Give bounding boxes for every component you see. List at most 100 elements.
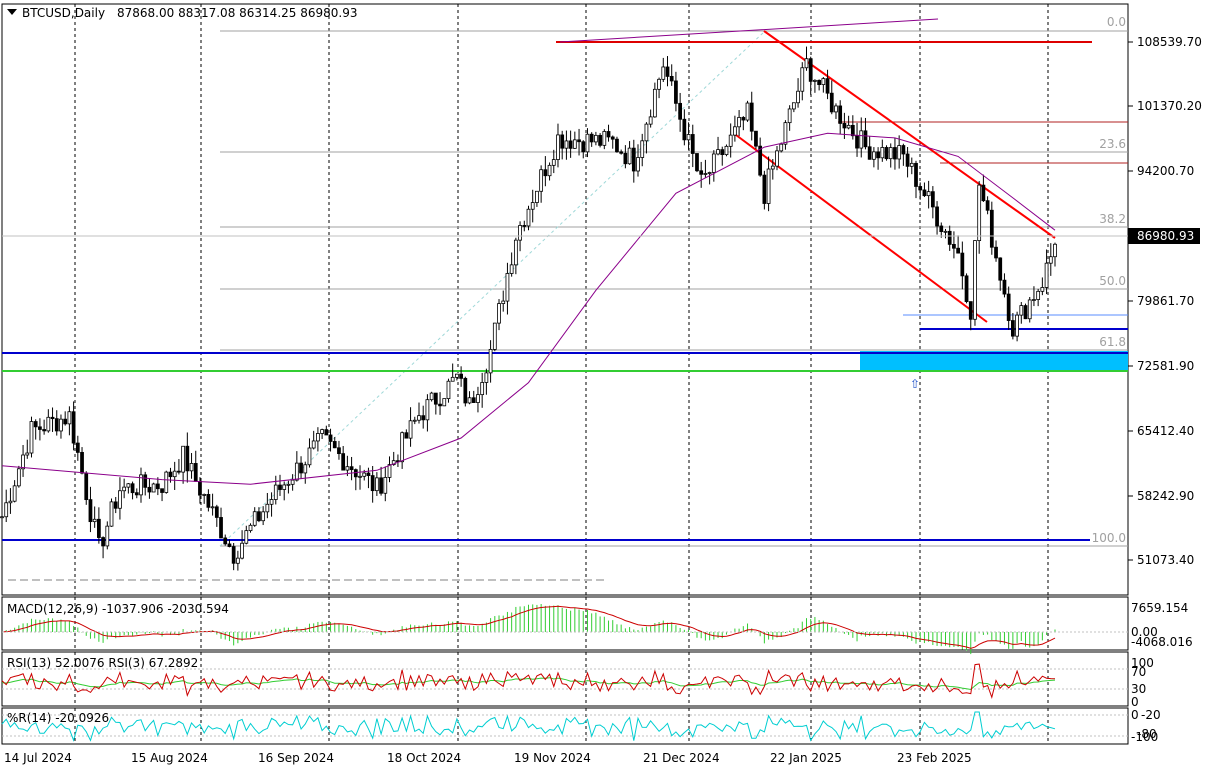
- candle-body: [160, 488, 164, 493]
- fib-label-100: 100.0: [1092, 531, 1126, 545]
- candle-body: [918, 186, 923, 191]
- candle-body: [492, 322, 497, 350]
- fib-label-23-6: 23.6: [1099, 137, 1126, 151]
- price-tick: 58242.90: [1137, 489, 1194, 503]
- candle-body: [1044, 262, 1049, 288]
- candle-body: [787, 108, 792, 124]
- candle-body: [543, 169, 548, 177]
- candle-body: [703, 173, 708, 175]
- wpr-panel[interactable]: [1, 707, 1129, 745]
- fib-label-61-8: 61.8: [1099, 335, 1126, 349]
- candle-body: [716, 149, 720, 155]
- candle-body: [193, 463, 198, 482]
- candle-body: [118, 490, 122, 509]
- candle-body: [421, 415, 426, 421]
- macd-label: MACD(12,26,9) -1037.906 -2030.594: [7, 602, 229, 616]
- main-price-panel[interactable]: [1, 3, 1129, 596]
- candle-body: [101, 537, 105, 547]
- candle-body: [75, 442, 80, 453]
- candle-body: [282, 484, 287, 490]
- candle-body: [762, 174, 767, 204]
- ohlc-values: 87868.00 88317.08 86314.25 86980.93: [117, 6, 357, 20]
- candle-body: [46, 416, 51, 432]
- rsi-tick: 30: [1131, 682, 1146, 696]
- candle-body: [998, 257, 1003, 281]
- fib-label-0: 0.0: [1107, 15, 1126, 29]
- candle-body: [210, 506, 215, 509]
- time-tick: 15 Aug 2024: [131, 751, 208, 765]
- candle-body: [935, 206, 939, 227]
- candle-body: [914, 162, 918, 187]
- candle-body: [796, 90, 800, 104]
- candle-body: [374, 477, 379, 492]
- symbol-label: BTCUSD,Daily: [22, 6, 105, 20]
- collapse-triangle-icon[interactable]: [7, 9, 17, 15]
- candle-body: [1002, 279, 1007, 295]
- upper-trendline-purple[interactable]: [559, 18, 939, 43]
- candle-body: [661, 66, 666, 80]
- candle-body: [905, 153, 910, 167]
- candle-body: [720, 149, 725, 156]
- candle-body: [943, 230, 948, 233]
- candle-body: [303, 464, 308, 474]
- support-zone[interactable]: [860, 351, 1128, 371]
- candle-body: [1006, 293, 1011, 321]
- candle-body: [400, 432, 405, 463]
- moving-average-line: [1, 132, 1056, 485]
- candle-body: [547, 164, 552, 177]
- rsi-panel[interactable]: [1, 651, 1129, 707]
- rsi-indicator: RSI(13) 52.0076 RSI(3) 67.2892 100 70 30…: [1, 656, 1154, 709]
- candle-body: [556, 134, 560, 160]
- candle-body: [577, 139, 581, 143]
- candle-body: [783, 122, 788, 145]
- candle-body: [155, 483, 160, 490]
- time-tick: 19 Nov 2024: [514, 751, 591, 765]
- candle-body: [59, 418, 63, 432]
- candle-body: [657, 78, 661, 90]
- candle-body: [341, 453, 346, 471]
- candle-body: [320, 429, 324, 434]
- candle-body: [791, 102, 796, 110]
- candle-body: [345, 466, 350, 471]
- candle-body: [185, 445, 190, 472]
- candle-body: [838, 105, 843, 124]
- candle-body: [366, 472, 371, 476]
- candle-body: [80, 451, 84, 474]
- candle-body: [602, 131, 607, 146]
- candle-body: [63, 418, 68, 425]
- candle-body: [1027, 299, 1032, 320]
- time-tick: 23 Feb 2025: [897, 751, 972, 765]
- candle-body: [711, 153, 716, 173]
- candle-body: [227, 543, 232, 547]
- candle-body: [745, 102, 750, 121]
- chart-header: BTCUSD,Daily 87868.00 88317.08 86314.25 …: [7, 6, 357, 20]
- candle-body: [964, 275, 969, 303]
- candle-body: [766, 168, 771, 204]
- candle-body: [12, 485, 17, 502]
- candle-body: [859, 130, 864, 149]
- candle-body: [235, 557, 240, 564]
- macd-tick: -4068.016: [1131, 635, 1193, 649]
- macd-histogram: [5, 604, 1056, 655]
- macd-panel[interactable]: [1, 596, 1129, 651]
- price-tick: 108539.70: [1137, 35, 1202, 49]
- macd-tick: 0.00: [1131, 625, 1158, 639]
- candle-body: [324, 429, 329, 436]
- candle-body: [147, 486, 152, 493]
- candle-body: [349, 466, 354, 471]
- candle-body: [800, 67, 805, 92]
- candle-body: [252, 511, 257, 526]
- vertical-grid: [74, 4, 1049, 744]
- candle-body: [134, 492, 139, 496]
- candle-body: [779, 143, 784, 152]
- candle-body: [652, 88, 657, 118]
- candle-body: [370, 475, 375, 492]
- wpr-label: %R(14) -20.0926: [7, 711, 109, 725]
- candle-body: [332, 441, 337, 449]
- candle-body: [109, 501, 114, 527]
- fib-label-38-2: 38.2: [1099, 212, 1126, 226]
- macd-signal-line: [1, 605, 1056, 649]
- wpr-tick: -20: [1141, 708, 1161, 722]
- candle-body: [261, 511, 266, 522]
- rsi3-line: [1, 663, 1056, 700]
